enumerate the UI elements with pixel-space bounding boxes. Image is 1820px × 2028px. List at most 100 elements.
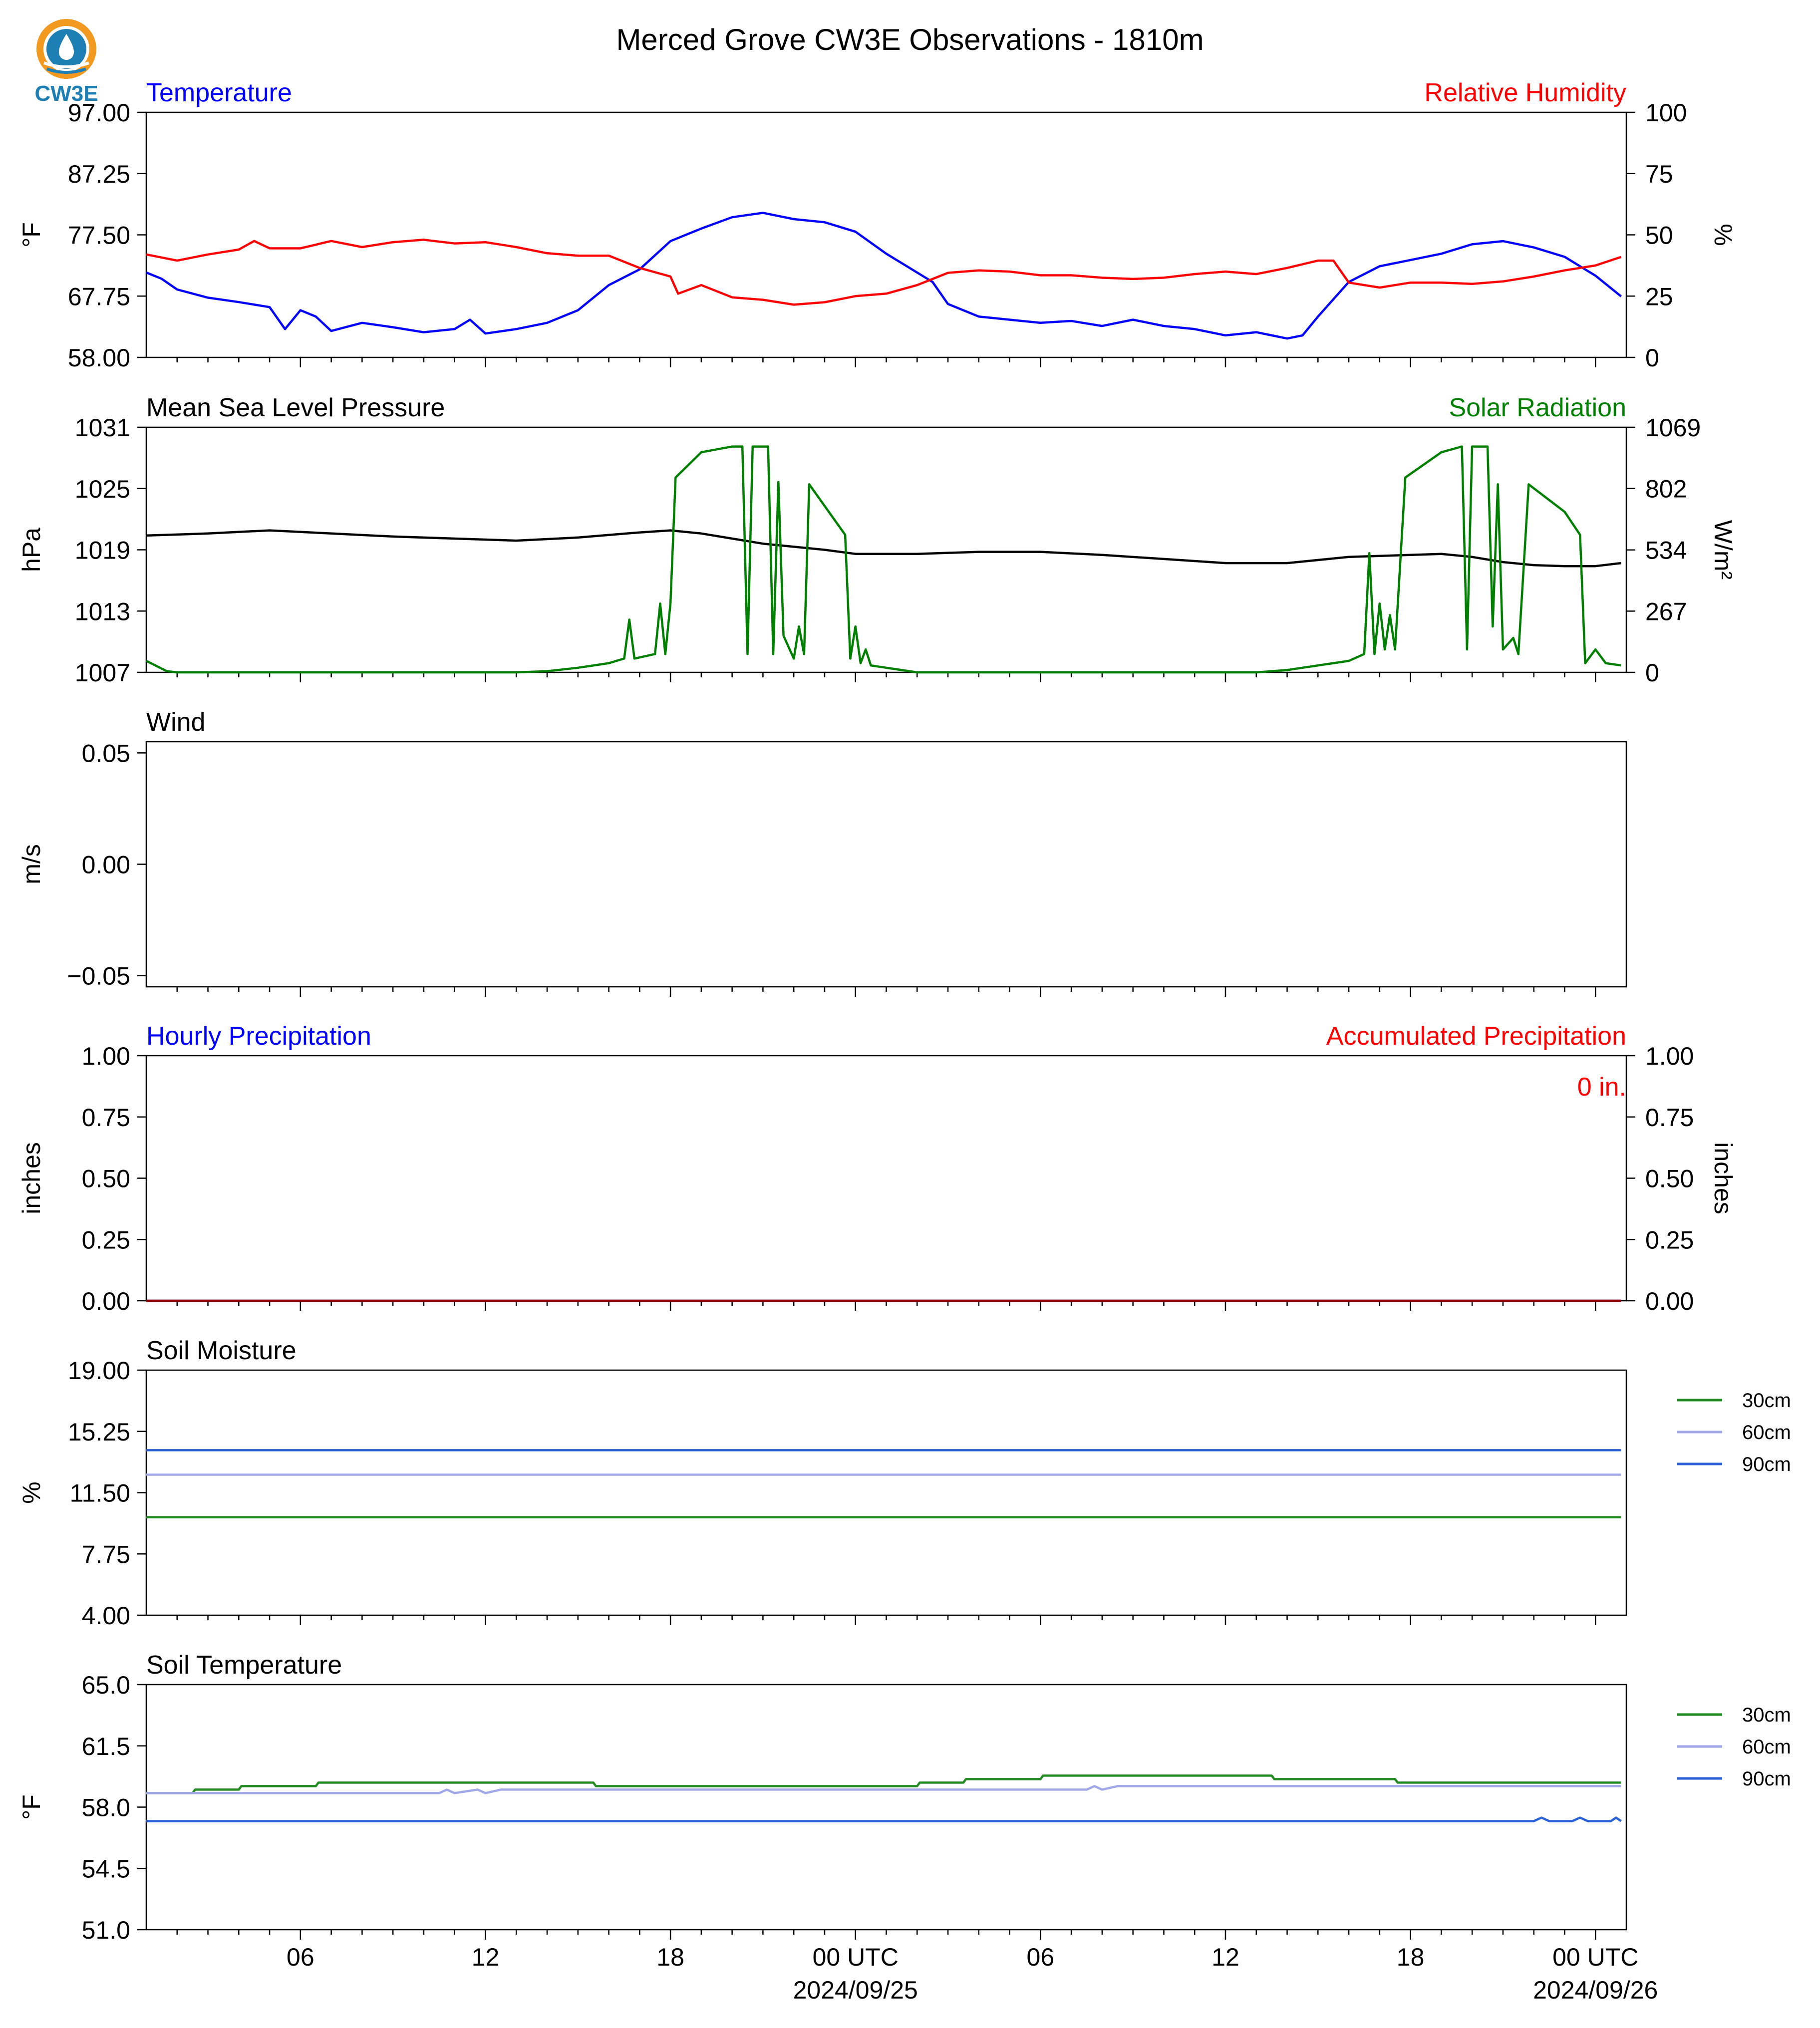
logo-text: CW3E (34, 81, 98, 105)
x-tick-label: 18 (656, 1943, 684, 1971)
y-tick-label: 4.00 (82, 1602, 130, 1630)
accumulated-total-label: 0 in. (1577, 1073, 1626, 1102)
y-tick-label: 1007 (75, 659, 130, 687)
legend: 30cm 60cm 90cm (1677, 1704, 1791, 1790)
legend-label: 60cm (1742, 1736, 1791, 1758)
panel-title-left: Wind (146, 708, 205, 737)
y-tick-label: 0.05 (82, 739, 130, 767)
panel-title-right: Relative Humidity (1424, 78, 1626, 107)
y-tick-label: 87.25 (68, 160, 130, 188)
x-tick-date-label: 2024/09/26 (1533, 1976, 1658, 2004)
y-tick-label-right: 0.00 (1645, 1287, 1694, 1315)
x-tick-label: 12 (1212, 1943, 1239, 1971)
y-axis-label-right: W/m² (1709, 520, 1737, 579)
y-tick-label: 0.50 (82, 1165, 130, 1193)
panel-soil_moisture: Soil Moisture 4.00 7.75 11.50 15.25 19.00% 30c… (17, 1336, 1791, 1630)
y-tick-label: 61.5 (82, 1733, 130, 1760)
y-tick-label-right: 1.00 (1645, 1042, 1694, 1070)
x-tick-label: 06 (287, 1943, 314, 1971)
y-tick-label: 0.25 (82, 1226, 130, 1254)
y-tick-label: 67.75 (68, 283, 130, 310)
y-axis-label: °F (17, 222, 45, 248)
y-tick-label-right: 0 (1645, 344, 1659, 372)
y-tick-label: 0.00 (82, 1287, 130, 1315)
y-axis-label: m/s (17, 844, 45, 884)
y-tick-label: 1.00 (82, 1042, 130, 1070)
y-tick-label-right: 0.25 (1645, 1226, 1694, 1254)
y-tick-label: 54.5 (82, 1855, 130, 1883)
y-tick-label-right: 25 (1645, 283, 1673, 310)
y-axis-label: °F (17, 1794, 45, 1820)
y-tick-label-right: 100 (1645, 99, 1687, 127)
y-tick-label-right: 0.75 (1645, 1104, 1694, 1132)
cw3e-logo: CW3E (29, 15, 104, 106)
y-tick-label: 58.00 (68, 344, 130, 372)
panel-title-left: Hourly Precipitation (146, 1022, 371, 1051)
y-tick-label: 15.25 (68, 1418, 130, 1446)
chart-title: Merced Grove CW3E Observations - 1810m (616, 23, 1204, 56)
y-tick-label: 1013 (75, 597, 130, 625)
y-tick-label: 11.50 (70, 1479, 130, 1507)
series-60cm (146, 1785, 1621, 1794)
y-tick-label-right: 0.50 (1645, 1165, 1694, 1193)
panel-title-left: Mean Sea Level Pressure (146, 393, 445, 422)
panel-precip: Hourly Precipitation Accumulated Precipit… (17, 1022, 1737, 1315)
panel-title-left: Temperature (146, 78, 292, 107)
panel-soil_temperature: Soil Temperature 51.0 54.5 58.0 61.5 65.0 °F 30… (17, 1651, 1791, 1944)
y-tick-label: 58.0 (82, 1794, 130, 1822)
y-tick-label: 77.50 (68, 222, 130, 250)
panel-pressure_solar: Mean Sea Level Pressure Solar Radiation 10… (17, 393, 1737, 687)
x-tick-label: 00 UTC (1552, 1943, 1638, 1971)
y-tick-label: 65.0 (82, 1671, 130, 1699)
x-tick-date-label: 2024/09/25 (793, 1976, 918, 2004)
y-axis-label-right: inches (1709, 1142, 1737, 1214)
y-tick-label: 97.00 (68, 99, 130, 127)
series-solar-radiation (145, 445, 1622, 674)
plot-frame (145, 111, 1627, 358)
plot-frame (145, 426, 1627, 673)
y-tick-label: 19.00 (68, 1357, 130, 1385)
y-tick-label-right: 75 (1645, 160, 1673, 188)
panel-title-right: Accumulated Precipitation (1326, 1022, 1626, 1051)
legend-label: 90cm (1742, 1453, 1791, 1475)
panel-wind: Wind −0.05 0.00 0.05 m/s (17, 708, 1627, 997)
y-tick-label: 1031 (75, 414, 130, 442)
panels: Temperature Relative Humidity58.0067.7577… (17, 78, 1791, 1944)
series-relative-humidity (146, 239, 1622, 306)
y-axis-label: hPa (17, 528, 45, 572)
y-tick-label-right: 534 (1645, 537, 1687, 565)
series-90cm (146, 1816, 1622, 1822)
y-tick-label: 0.75 (82, 1104, 130, 1132)
x-tick-label: 06 (1027, 1943, 1055, 1971)
y-tick-label-right: 802 (1645, 475, 1687, 503)
y-axis-label: inches (17, 1142, 45, 1214)
y-axis-label-right: % (1709, 224, 1737, 246)
y-tick-label: 7.75 (82, 1540, 130, 1568)
x-tick-label: 12 (472, 1943, 500, 1971)
legend-label: 90cm (1742, 1768, 1791, 1790)
y-tick-label-right: 50 (1645, 222, 1673, 250)
y-tick-label: 1019 (75, 537, 130, 565)
y-tick-label: 51.0 (82, 1916, 130, 1944)
y-axis-label: % (17, 1481, 45, 1503)
y-tick-label-right: 267 (1645, 597, 1687, 625)
x-tick-label: 18 (1397, 1943, 1425, 1971)
y-tick-label-right: 1069 (1645, 414, 1701, 442)
plot-frame (145, 1055, 1627, 1302)
y-tick-label: −0.05 (67, 962, 130, 990)
series-mean-sea-level-pressure (146, 529, 1621, 568)
panel-title-left: Soil Moisture (146, 1336, 297, 1365)
plot-frame (145, 1369, 1627, 1616)
series-30cm (146, 1774, 1621, 1794)
plot-frame (145, 741, 1627, 988)
panel-title-left: Soil Temperature (146, 1651, 342, 1680)
cw3e-water-drop-logo-icon: CW3E (34, 19, 98, 106)
plot-frame (145, 1684, 1627, 1931)
panel-temp_rh: Temperature Relative Humidity 58.00 67.75 77… (17, 78, 1737, 372)
y-tick-label: 1025 (75, 475, 130, 503)
y-tick-label-right: 0 (1645, 659, 1659, 687)
x-tick-label: 00 UTC (813, 1943, 899, 1971)
legend-label: 60cm (1742, 1422, 1791, 1444)
legend-label: 30cm (1742, 1704, 1791, 1726)
